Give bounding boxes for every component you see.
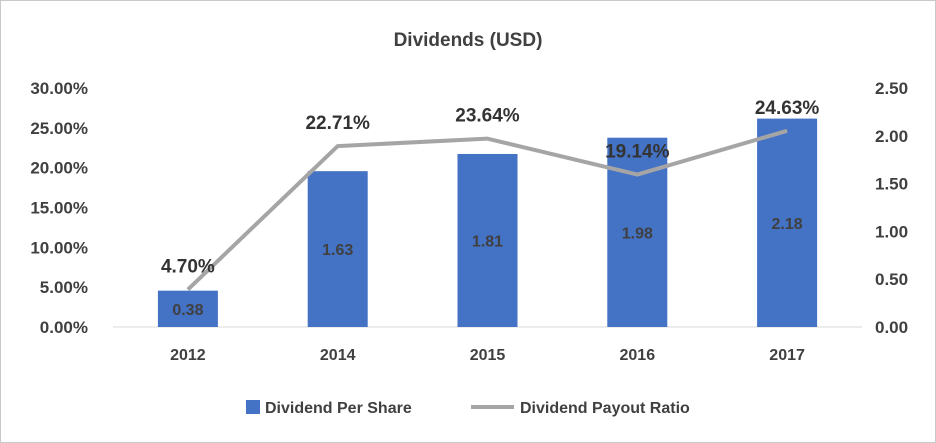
- bar: [157, 290, 218, 327]
- x-axis-tick-label: 2015: [470, 347, 506, 364]
- line-path: [186, 128, 788, 292]
- bar-data-label: 0.38: [172, 302, 203, 319]
- left-axis-tick-label: 15.00%: [30, 199, 88, 218]
- legend-label-line: Dividend Payout Ratio: [520, 400, 690, 417]
- legend: Dividend Per Share Dividend Payout Ratio: [246, 400, 690, 417]
- bar: [457, 153, 518, 327]
- line-data-label: 4.70%: [161, 257, 215, 278]
- line-data-label: 24.63%: [755, 98, 820, 119]
- right-axis-tick-label: 1.00: [875, 222, 908, 241]
- x-axis: 2012 2014 2015 2016 2017: [170, 347, 805, 364]
- right-axis-tick-label: 0.00: [875, 318, 908, 337]
- right-axis-tick-label: 2.50: [875, 79, 908, 98]
- x-axis-tick-label: 2016: [620, 347, 656, 364]
- left-axis-tick-label: 5.00%: [40, 278, 88, 297]
- left-axis-tick-label: 0.00%: [40, 318, 88, 337]
- right-axis: 0.00 0.50 1.00 1.50 2.00 2.50: [875, 79, 908, 337]
- right-axis-tick-label: 1.50: [875, 175, 908, 194]
- line-data-label: 22.71%: [305, 113, 370, 134]
- left-axis: 0.00% 5.00% 10.00% 15.00% 20.00% 25.00% 30.00%: [30, 79, 88, 337]
- left-axis-tick-label: 10.00%: [30, 238, 88, 257]
- right-axis-tick-label: 2.00: [875, 127, 908, 146]
- left-axis-tick-label: 20.00%: [30, 159, 88, 178]
- x-axis-tick-label: 2017: [769, 347, 805, 364]
- line-data-label: 19.14%: [605, 142, 670, 163]
- bar: [307, 171, 368, 327]
- legend-label-bar: Dividend Per Share: [265, 400, 412, 417]
- line-series: 4.70% 22.71% 23.64% 19.14% 24.63%: [161, 98, 820, 292]
- bar-data-label: 2.18: [772, 216, 803, 233]
- bar-data-label: 1.81: [472, 233, 503, 250]
- bar-data-label: 1.98: [622, 225, 653, 242]
- x-axis-tick-label: 2012: [170, 347, 206, 364]
- line-data-label: 23.64%: [455, 106, 520, 127]
- bar-data-label: 1.63: [322, 242, 353, 259]
- right-axis-tick-label: 0.50: [875, 270, 908, 289]
- left-axis-tick-label: 30.00%: [30, 79, 88, 98]
- legend-swatch-bar: [246, 400, 260, 414]
- x-axis-tick-label: 2014: [320, 347, 356, 364]
- chart-title: Dividends (USD): [394, 30, 543, 51]
- left-axis-tick-label: 25.00%: [30, 119, 88, 138]
- bar: [757, 118, 818, 327]
